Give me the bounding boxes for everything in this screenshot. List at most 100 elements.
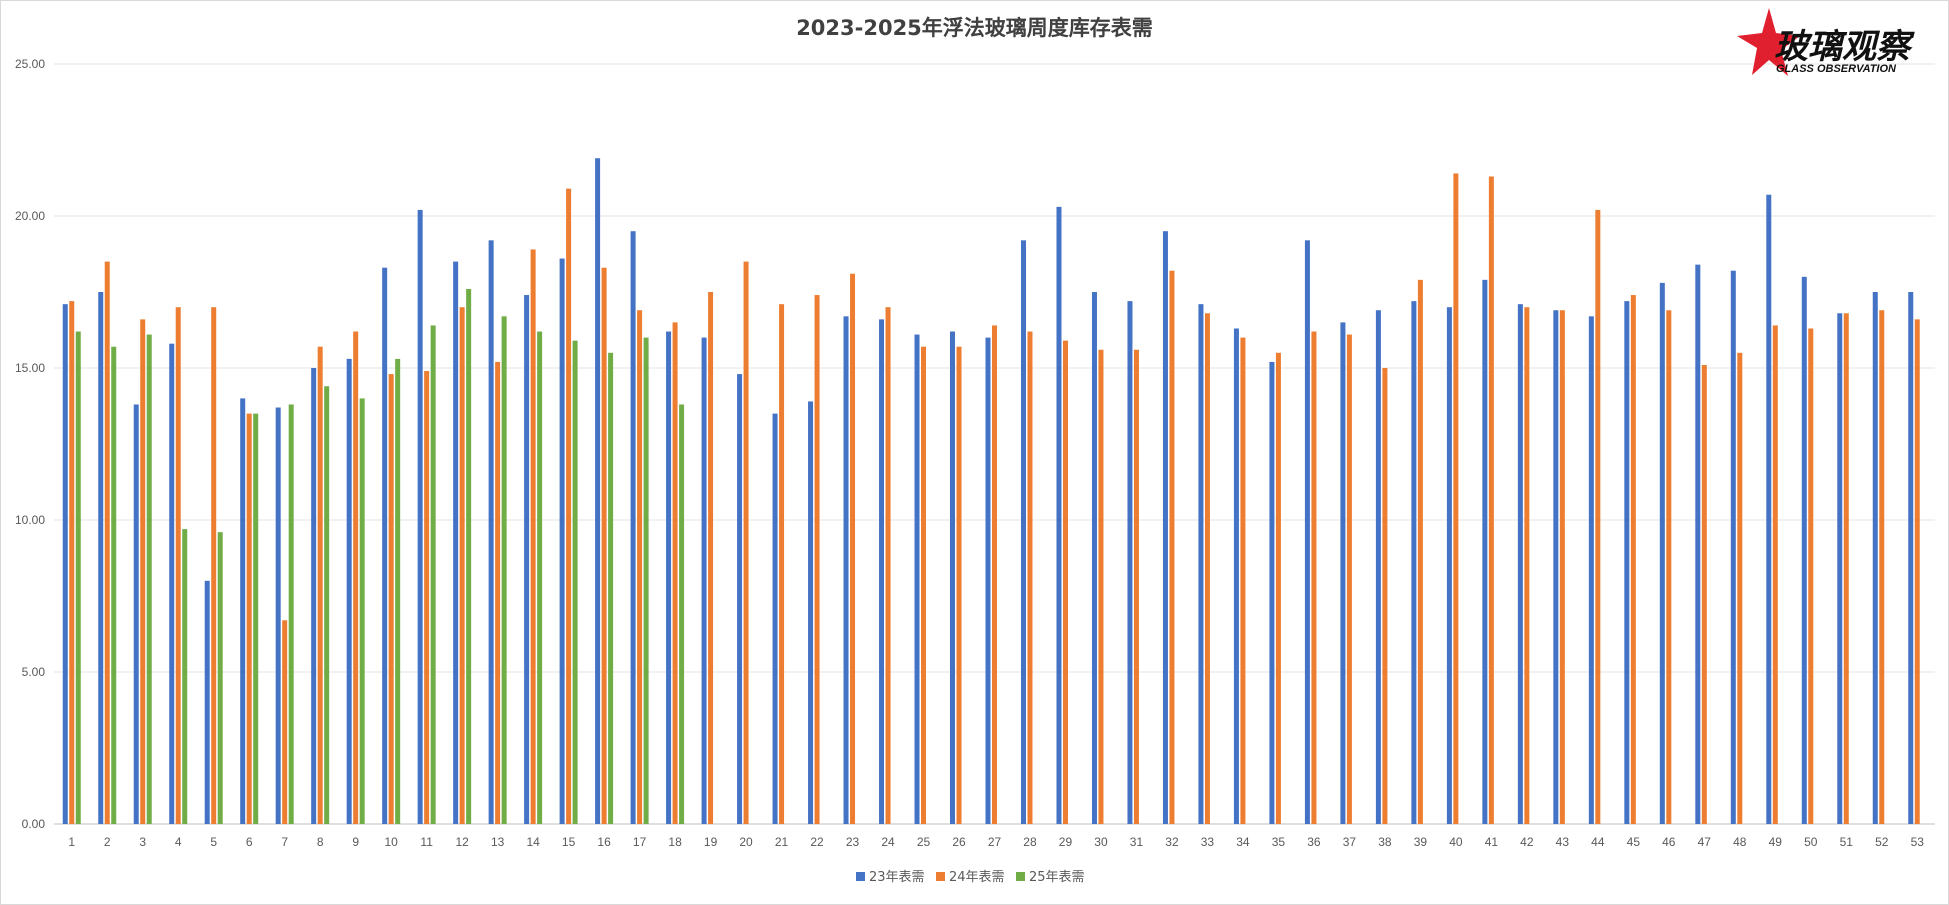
bar-series1-cat45 [1624, 301, 1630, 824]
bar-series2-cat4 [175, 307, 181, 824]
bar-series1-cat40 [1446, 307, 1452, 824]
bar-series2-cat19 [708, 292, 714, 824]
x-tick-label: 37 [1343, 835, 1357, 849]
bar-series2-cat18 [672, 322, 678, 824]
x-tick-label: 12 [455, 835, 469, 849]
bar-series1-cat47 [1695, 264, 1701, 824]
bar-series1-cat16 [595, 158, 601, 825]
bar-series2-cat33 [1204, 313, 1210, 824]
x-tick-label: 25 [917, 835, 931, 849]
bar-series2-cat41 [1488, 176, 1494, 825]
bar-series1-cat2 [98, 292, 104, 824]
legend-label-2: 24年表需 [949, 870, 1005, 885]
bar-series1-cat32 [1162, 231, 1168, 824]
x-tick-label: 45 [1627, 835, 1641, 849]
bar-series2-cat27 [992, 325, 997, 824]
bar-series1-cat17 [630, 231, 636, 824]
bar-series3-cat12 [466, 288, 472, 825]
x-tick-label: 39 [1414, 835, 1428, 849]
bar-series2-cat37 [1346, 334, 1352, 824]
x-tick-label: 11 [420, 835, 433, 849]
bar-series3-cat8 [324, 386, 330, 824]
bar-series1-cat33 [1198, 304, 1204, 824]
bar-series2-cat8 [317, 346, 323, 824]
bar-series3-cat13 [501, 316, 507, 824]
bar-series1-cat49 [1766, 194, 1772, 825]
x-tick-label: 47 [1698, 835, 1712, 849]
bar-series1-cat35 [1269, 361, 1275, 824]
bar-series2-cat48 [1737, 352, 1743, 824]
x-tick-label: 51 [1840, 835, 1854, 849]
bar-series1-cat1 [62, 304, 68, 824]
x-tick-label: 53 [1911, 835, 1925, 849]
x-tick-label: 17 [633, 835, 647, 849]
bar-series2-cat25 [921, 346, 927, 824]
bar-series1-cat43 [1553, 310, 1559, 824]
x-tick-label: 31 [1130, 835, 1144, 849]
bar-series1-cat30 [1091, 292, 1097, 824]
bar-series2-cat21 [779, 304, 785, 824]
x-tick-label: 29 [1059, 835, 1073, 849]
bar-series2-cat7 [282, 620, 288, 824]
bar-series2-cat42 [1524, 307, 1530, 824]
legend-label-1: 23年表需 [869, 870, 925, 885]
bar-series2-cat38 [1382, 368, 1388, 824]
x-tick-label: 33 [1201, 835, 1215, 849]
bar-series2-cat47 [1701, 364, 1707, 824]
bar-series1-cat28 [1020, 240, 1026, 824]
bar-series2-cat10 [388, 374, 394, 824]
y-tick-label: 5.00 [22, 665, 46, 679]
x-tick-label: 5 [210, 835, 217, 849]
logo-star-shape [1737, 8, 1800, 76]
y-tick-label: 10.00 [15, 513, 45, 527]
x-tick-label: 38 [1378, 835, 1392, 849]
bar-series1-cat52 [1872, 292, 1878, 824]
bar-series2-cat40 [1453, 173, 1459, 824]
bar-series2-cat36 [1311, 331, 1317, 824]
bar-series2-cat26 [956, 346, 962, 824]
x-tick-label: 21 [775, 835, 789, 849]
x-tick-label: 9 [352, 835, 359, 849]
bar-series1-cat21 [772, 413, 778, 824]
bar-series2-cat35 [1275, 352, 1281, 824]
bar-series2-cat29 [1062, 340, 1068, 824]
bar-series2-cat34 [1240, 337, 1246, 824]
bar-series3-cat7 [288, 404, 294, 824]
bar-series2-cat46 [1666, 310, 1672, 824]
bar-series2-cat14 [530, 249, 536, 824]
bar-series3-cat17 [643, 337, 649, 824]
bar-series1-cat48 [1730, 270, 1736, 825]
bar-series1-cat27 [985, 337, 991, 824]
bar-series3-cat18 [679, 404, 685, 824]
bar-series2-cat50 [1808, 328, 1814, 824]
x-tick-label: 48 [1733, 835, 1747, 849]
bar-series2-cat32 [1169, 270, 1175, 825]
x-tick-label: 36 [1307, 835, 1321, 849]
x-tick-label: 42 [1520, 835, 1534, 849]
y-tick-label: 15.00 [15, 361, 45, 375]
bar-series2-cat2 [104, 261, 110, 825]
x-tick-label: 40 [1449, 835, 1463, 849]
bar-series3-cat2 [111, 346, 117, 824]
x-tick-label: 35 [1272, 835, 1286, 849]
bar-series2-cat17 [637, 310, 643, 824]
bar-series2-cat52 [1879, 310, 1885, 824]
bar-series2-cat22 [814, 295, 820, 824]
bar-series2-cat28 [1027, 331, 1033, 824]
logo-text-en: GLASS OBSERVATION [1776, 63, 1897, 75]
x-tick-label: 43 [1556, 835, 1570, 849]
x-tick-label: 32 [1165, 835, 1179, 849]
glass-observation-logo: 玻璃观察 GLASS OBSERVATION [1737, 8, 1915, 76]
x-tick-label: 41 [1485, 835, 1499, 849]
bar-series1-cat12 [453, 261, 459, 825]
x-tick-label: 8 [317, 835, 324, 849]
bar-series2-cat11 [424, 371, 430, 824]
x-tick-label: 16 [597, 835, 611, 849]
x-tick-label: 28 [1023, 835, 1037, 849]
x-tick-label: 52 [1875, 835, 1889, 849]
x-tick-label: 1 [68, 835, 75, 849]
x-tick-label: 4 [175, 835, 182, 849]
bar-series3-cat4 [182, 529, 188, 824]
bar-series1-cat36 [1304, 240, 1310, 824]
bar-series2-cat5 [211, 307, 217, 824]
